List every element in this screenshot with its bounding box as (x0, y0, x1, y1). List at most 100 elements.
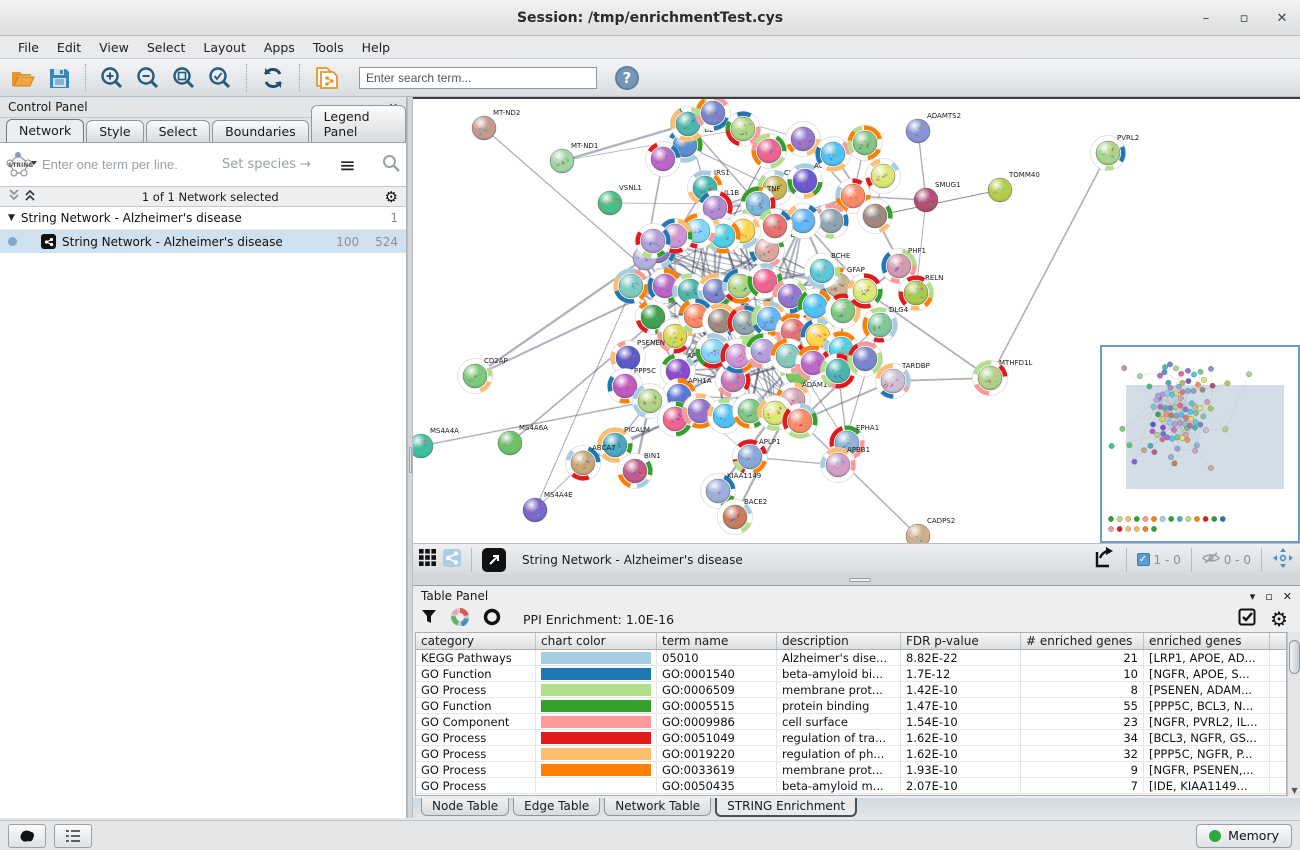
menu-file[interactable]: File (18, 39, 39, 55)
vertical-splitter[interactable] (407, 97, 413, 818)
network-node[interactable] (702, 303, 738, 339)
select-all-checkbox-icon[interactable] (1238, 608, 1256, 630)
filter-icon[interactable] (421, 609, 437, 629)
string-query-input[interactable] (38, 153, 222, 176)
network-node-apbb1[interactable]: APBB1 (820, 446, 871, 483)
menu-layout[interactable]: Layout (203, 39, 246, 55)
network-node-tomm40[interactable]: TOMM40 (987, 171, 1040, 203)
zoom-out-icon[interactable] (133, 63, 163, 93)
network-node-reln[interactable]: RELN (898, 274, 944, 311)
network-node-psenen[interactable]: PSENEN (610, 339, 665, 376)
menu-select[interactable]: Select (146, 39, 186, 55)
tab-legend-panel[interactable]: Legend Panel (310, 105, 406, 142)
string-options-icon[interactable]: ≡ (339, 152, 356, 177)
table-panel-menu-icon[interactable]: ▾ (1249, 589, 1256, 603)
network-node-abca7[interactable]: ABCA7 (565, 444, 616, 481)
network-node-cadps2[interactable]: CADPS2 (905, 517, 955, 543)
table-row[interactable]: GO Function GO:0001540 beta-amyloid bi... 1… (416, 666, 1286, 682)
column-header-category[interactable]: category (416, 633, 536, 649)
minimize-icon[interactable]: – (1202, 10, 1210, 26)
tab-network[interactable]: Network (6, 119, 85, 142)
network-node-ms4a4e[interactable]: MS4A4E (522, 491, 573, 523)
network-node[interactable] (785, 121, 821, 157)
network-node-picalm[interactable]: PICALM (597, 426, 650, 463)
table-scrollbar[interactable]: ▼ (1287, 632, 1300, 796)
network-options-gear-icon[interactable]: ⚙ (384, 187, 398, 206)
open-in-string-icon[interactable] (482, 547, 506, 572)
tab-network-table[interactable]: Network Table (604, 798, 712, 816)
network-node[interactable] (757, 208, 793, 244)
ring-chart-icon[interactable] (483, 608, 501, 630)
network-node-bin1[interactable]: BIN1 (617, 452, 661, 489)
network-node-aplp1[interactable]: APLP1 (732, 438, 781, 475)
set-species-link[interactable]: Set species → (222, 157, 312, 172)
table-close-icon[interactable]: ✕ (1282, 589, 1292, 603)
network-canvas[interactable]: MT-ND2MT-ND1VSNL1GAB2IRS1ADAMTS2PVRL2TOM… (413, 97, 1300, 543)
scroll-down-icon[interactable]: ▼ (1291, 786, 1298, 795)
donut-chart-icon[interactable] (451, 608, 469, 630)
network-node[interactable] (645, 141, 681, 177)
network-node[interactable] (847, 125, 883, 161)
network-node[interactable] (847, 273, 883, 309)
table-row[interactable]: GO Process GO:0019220 regulation of ph... 1… (416, 746, 1286, 762)
table-row[interactable]: GO Function GO:0005515 protein binding 1.47… (416, 698, 1286, 714)
network-node-smug1[interactable]: SMUG1 (913, 181, 960, 213)
zoom-in-icon[interactable] (97, 63, 127, 93)
network-node-ms4a6a[interactable]: MS4A6A (497, 424, 548, 456)
expand-all-icon[interactable] (24, 187, 36, 206)
navigate-icon[interactable] (1272, 547, 1294, 573)
selected-checkbox-icon[interactable]: ✓ (1136, 553, 1150, 566)
zoom-selected-icon[interactable] (205, 63, 235, 93)
menu-edit[interactable]: Edit (56, 39, 82, 55)
column-header-term-name[interactable]: term name (657, 633, 777, 649)
network-node[interactable] (672, 273, 708, 309)
help-icon[interactable]: ? (615, 65, 639, 90)
network-node[interactable] (613, 268, 649, 304)
share-icon[interactable] (443, 548, 461, 571)
network-node-cd2ap[interactable]: CD2AP (457, 357, 508, 394)
network-node[interactable] (747, 263, 783, 299)
network-from-file-icon[interactable] (311, 63, 341, 93)
network-node[interactable] (847, 341, 883, 377)
table-row[interactable]: KEGG Pathways 05010 Alzheimer's dise... 8.8… (416, 650, 1286, 666)
network-node[interactable] (751, 133, 787, 169)
list-view-button[interactable] (54, 823, 92, 848)
node-view-button[interactable] (8, 823, 46, 848)
tab-node-table[interactable]: Node Table (421, 798, 510, 816)
network-node[interactable] (813, 203, 849, 239)
column-header-chart-color[interactable]: chart color (536, 633, 657, 649)
zoom-fit-icon[interactable] (169, 63, 199, 93)
string-search-icon[interactable] (374, 154, 408, 176)
settings-gear-icon[interactable]: ⚙ (1270, 607, 1288, 631)
network-node-mt-nd1[interactable]: MT-ND1 (549, 142, 598, 174)
menu-apps[interactable]: Apps (263, 39, 295, 55)
horizontal-splitter[interactable] (413, 575, 1300, 585)
table-row[interactable]: GO Component GO:0009986 cell surface 1.54E-… (416, 714, 1286, 730)
open-folder-icon[interactable] (8, 63, 38, 93)
tab-string-enrichment[interactable]: STRING Enrichment (715, 798, 858, 817)
network-node-bace2[interactable]: BACE2 (717, 498, 768, 535)
network-node-pvrl2[interactable]: PVRL2 (1090, 134, 1140, 171)
network-row[interactable]: String Network - Alzheimer's disease 100… (0, 230, 406, 253)
network-node-tardbp[interactable]: TARDBP (875, 362, 930, 399)
birds-eye-overview[interactable] (1100, 345, 1300, 543)
network-node[interactable] (727, 305, 763, 341)
menu-view[interactable]: View (99, 39, 129, 55)
tab-edge-table[interactable]: Edge Table (513, 798, 601, 816)
network-node[interactable] (632, 383, 668, 419)
network-node[interactable] (657, 401, 693, 437)
collection-expand-icon[interactable]: ▼ (8, 213, 15, 223)
network-node-mt-nd2[interactable]: MT-ND2 (471, 109, 520, 141)
network-node[interactable] (635, 223, 671, 259)
maximize-icon[interactable]: ▫ (1239, 10, 1249, 26)
grid-icon[interactable] (419, 548, 437, 571)
export-network-icon[interactable] (1092, 546, 1116, 574)
menu-tools[interactable]: Tools (312, 39, 344, 55)
close-icon[interactable]: ✕ (1276, 10, 1288, 26)
search-input[interactable] (359, 66, 597, 89)
network-node[interactable] (785, 203, 821, 239)
network-node-mthfd1l[interactable]: MTHFD1L (972, 359, 1033, 396)
enrichment-table[interactable]: category chart color term name description F… (415, 632, 1287, 796)
table-scrollbar-thumb[interactable] (1289, 640, 1300, 674)
network-node[interactable] (865, 158, 901, 194)
